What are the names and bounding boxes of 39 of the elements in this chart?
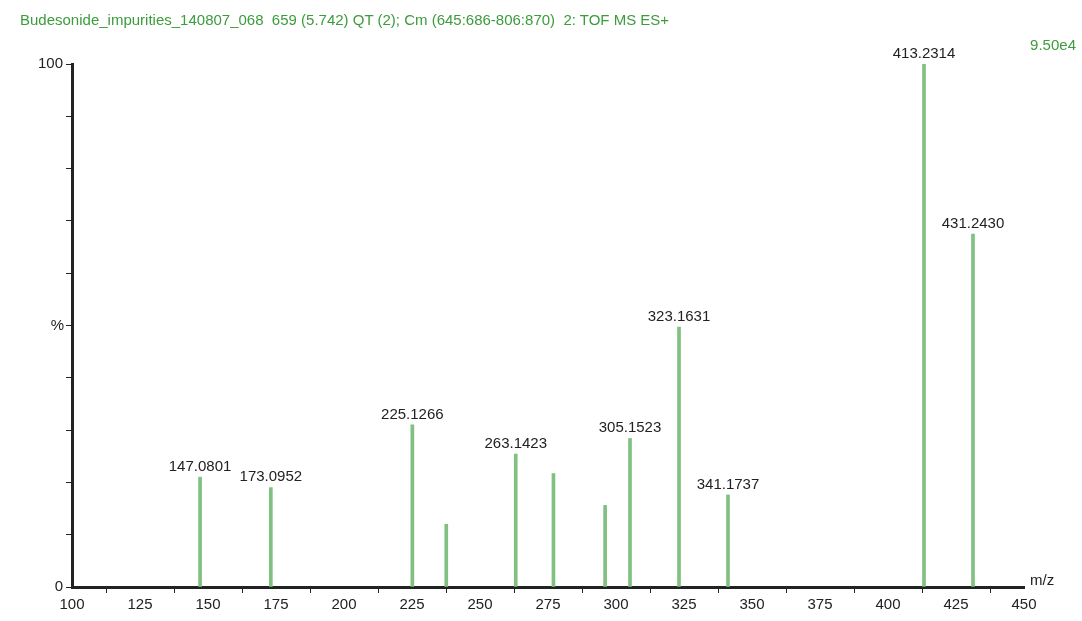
y-axis-title: %: [50, 315, 64, 333]
text: 413.2314: [892, 43, 956, 61]
bar: [444, 523, 449, 587]
x-tick-label: 125: [127, 595, 153, 613]
bar: [677, 326, 681, 587]
x-tick-label: 300: [603, 595, 629, 613]
x-axis-title: m/z: [1030, 571, 1055, 589]
text: 173.0952: [239, 467, 303, 485]
x-tick-label: 450: [1011, 595, 1037, 613]
text: 225.1266: [381, 404, 444, 422]
x-tick-label: 325: [671, 595, 697, 613]
bar: [198, 476, 202, 587]
chart-title: Budesonide_impurities_140807_068 659 (5.742) QT (2); Cm (645:686-806:870) 2: TOF MS ES+: [20, 11, 670, 29]
x-tick-label: 275: [535, 595, 561, 613]
text: 305.1523: [598, 418, 662, 436]
text: 263.1423: [484, 433, 548, 451]
y-tick-label: 0: [54, 577, 63, 595]
text: 9.50e4: [1030, 35, 1076, 53]
text: 323.1631: [647, 306, 711, 324]
bar: [513, 453, 518, 587]
bar: [628, 438, 632, 587]
bar: [971, 233, 975, 587]
x-tick-label: 100: [59, 595, 85, 613]
bar: [726, 494, 730, 587]
x-tick-label: 150: [195, 595, 221, 613]
x-tick-label: 175: [263, 595, 289, 613]
text: 147.0801: [168, 456, 232, 474]
x-tick-label: 375: [807, 595, 833, 613]
x-tick-label: 250: [467, 595, 493, 613]
x-tick-label: 350: [739, 595, 765, 613]
x-tick-label: 400: [875, 595, 901, 613]
bar: [922, 64, 926, 587]
text: 341.1737: [696, 474, 760, 492]
text: 431.2430: [941, 213, 1005, 231]
x-tick-label: 225: [399, 595, 425, 613]
bar: [268, 487, 273, 587]
x-tick-label: 425: [943, 595, 969, 613]
bar: [603, 505, 607, 587]
x-tick-label: 200: [331, 595, 357, 613]
